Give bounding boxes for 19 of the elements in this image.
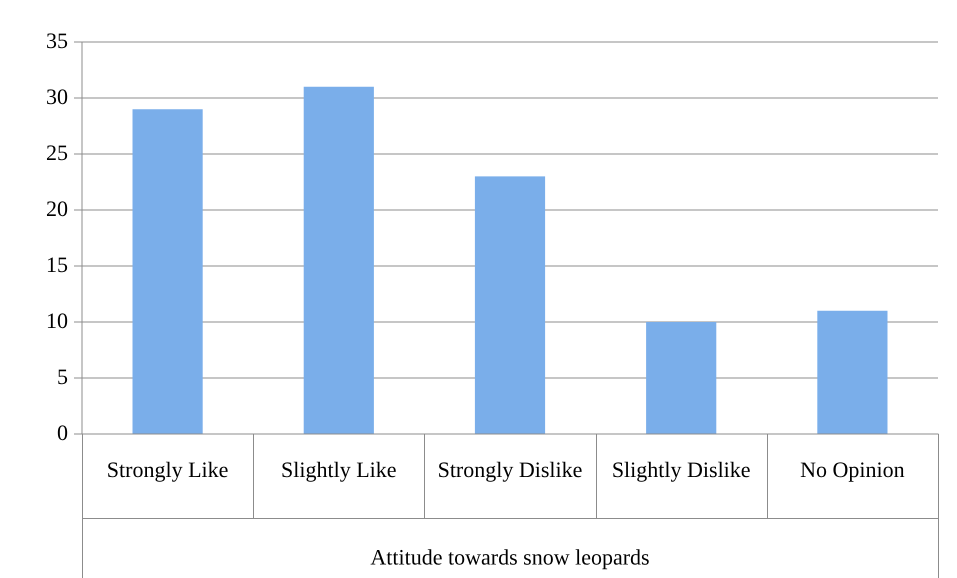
bar	[474, 176, 546, 434]
y-tick-label: 15	[46, 252, 68, 277]
x-axis-title: Attitude towards snow leopards	[370, 544, 650, 570]
x-tick-label: Slightly Dislike	[612, 456, 751, 482]
y-tick-label: 30	[46, 84, 68, 109]
y-tick-label: 5	[57, 364, 68, 389]
x-tick-label: No Opinion	[800, 456, 905, 482]
y-tick-label: 25	[46, 140, 68, 165]
x-tick-label: Strongly Like	[106, 456, 228, 482]
y-tick-label: 10	[46, 308, 68, 333]
x-tick-label: Slightly Like	[281, 456, 397, 482]
bar	[646, 322, 716, 434]
y-tick-label: 20	[46, 196, 68, 221]
x-tick-label: Strongly Dislike	[438, 456, 582, 482]
y-tick-label: 35	[46, 28, 68, 53]
y-tick-label: 0	[57, 420, 68, 445]
bar	[817, 310, 888, 434]
bar	[132, 109, 203, 434]
bar	[304, 86, 374, 434]
